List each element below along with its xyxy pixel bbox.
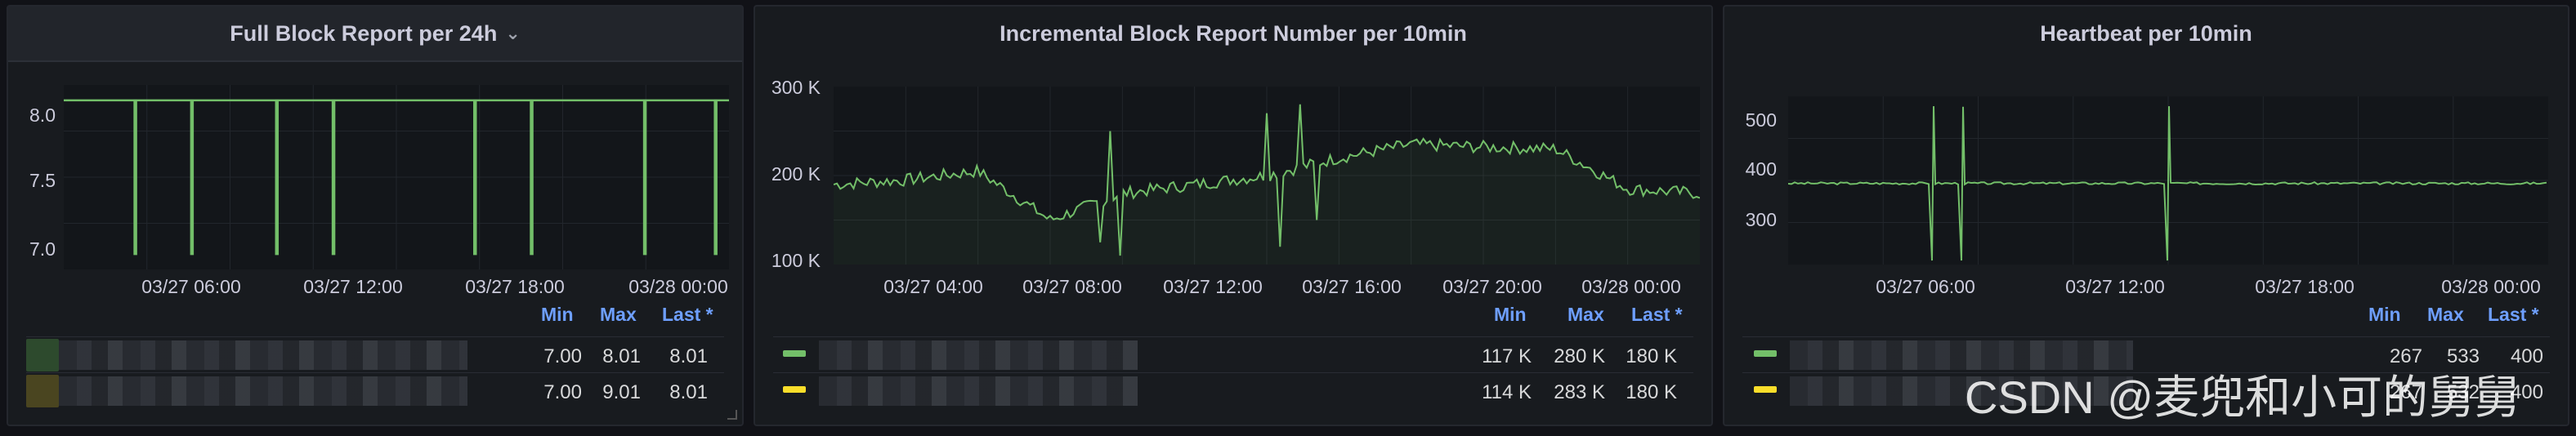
series-line <box>834 104 1700 256</box>
x-tick: 03/28 00:00 <box>2441 276 2541 297</box>
series-area <box>834 104 1700 265</box>
series-color-swatch[interactable] <box>783 386 806 393</box>
y-tick: 200 K <box>771 163 821 185</box>
legend-last: 400 <box>2510 381 2543 403</box>
x-tick: 03/27 06:00 <box>141 276 241 297</box>
panel-header[interactable]: Full Block Report per 24h ⌄ <box>8 7 742 62</box>
legend-header-last[interactable]: Last * <box>662 304 713 325</box>
y-tick: 100 K <box>771 250 821 271</box>
y-tick: 8.0 <box>29 105 56 126</box>
legend-max: 9.01 <box>602 381 641 403</box>
panel-header[interactable]: Incremental Block Report Number per 10mi… <box>755 7 1711 60</box>
series-color-swatch[interactable] <box>1754 350 1777 357</box>
chart-plot-area[interactable] <box>64 85 729 269</box>
legend-row[interactable]: 267 532 400 <box>1742 372 2550 409</box>
x-tick: 03/27 16:00 <box>1302 276 1402 297</box>
x-tick: 03/27 12:00 <box>2065 276 2165 297</box>
resize-handle-icon[interactable] <box>727 410 737 420</box>
redacted-series-name[interactable] <box>819 376 1138 406</box>
y-tick: 300 <box>1745 209 1777 230</box>
x-tick: 03/27 18:00 <box>465 276 565 297</box>
x-tick: 03/27 20:00 <box>1442 276 1542 297</box>
redacted-series-name[interactable] <box>1790 376 2133 406</box>
redacted-series-name[interactable] <box>59 340 467 370</box>
legend-max: 280 K <box>1554 345 1605 367</box>
chart-svg <box>1788 96 2548 265</box>
legend-header-min[interactable]: Min <box>1494 304 1527 325</box>
y-tick: 500 <box>1745 109 1777 131</box>
panel-incremental-block-report: Incremental Block Report Number per 10mi… <box>754 5 1713 426</box>
chart-svg <box>64 85 729 269</box>
x-tick: 03/27 06:00 <box>1876 276 1975 297</box>
panel-title[interactable]: Full Block Report per 24h <box>230 20 498 46</box>
legend-min: 114 K <box>1482 381 1532 403</box>
legend-max: 532 <box>2446 381 2480 403</box>
legend-row[interactable]: 117 K 280 K 180 K <box>773 336 1693 373</box>
x-tick: 03/27 12:00 <box>1163 276 1263 297</box>
panel-title[interactable]: Heartbeat per 10min <box>2040 20 2252 46</box>
y-tick: 7.5 <box>29 170 56 191</box>
x-tick: 03/27 18:00 <box>2255 276 2355 297</box>
chart-svg <box>834 87 1700 265</box>
redacted-series-name[interactable] <box>1790 340 2133 370</box>
legend-header-last[interactable]: Last * <box>1631 304 1683 325</box>
legend-last: 180 K <box>1626 345 1677 367</box>
chevron-down-icon[interactable]: ⌄ <box>505 23 521 43</box>
series-color-swatch[interactable] <box>26 339 59 371</box>
x-tick: 03/27 04:00 <box>883 276 983 297</box>
legend-last: 180 K <box>1626 381 1677 403</box>
legend-row[interactable]: 7.00 9.01 8.01 <box>26 372 724 409</box>
legend-min: 117 K <box>1482 345 1532 367</box>
legend-header-min[interactable]: Min <box>2368 304 2401 325</box>
legend-min: 7.00 <box>543 345 582 367</box>
panel-heartbeat: Heartbeat per 10min 500 400 300 03/27 06… <box>1723 5 2569 426</box>
legend-max: 533 <box>2446 345 2480 367</box>
redacted-series-name[interactable] <box>819 340 1138 370</box>
legend-last: 8.01 <box>669 345 708 367</box>
watermark: CSDN @麦兜和小可的舅舅 <box>1965 371 2520 423</box>
x-tick: 03/28 00:00 <box>1581 276 1681 297</box>
chart-plot-area[interactable] <box>1788 96 2548 265</box>
chart-plot-area[interactable] <box>834 87 1700 265</box>
legend-last: 8.01 <box>669 381 708 403</box>
legend-row[interactable]: 7.00 8.01 8.01 <box>26 336 724 373</box>
legend-min: 267 <box>2389 345 2422 367</box>
legend-max: 8.01 <box>602 345 641 367</box>
legend-last: 400 <box>2510 345 2543 367</box>
x-tick: 03/27 12:00 <box>303 276 403 297</box>
legend-min: 7.00 <box>543 381 582 403</box>
series-color-swatch[interactable] <box>783 350 806 357</box>
series-line <box>64 99 729 256</box>
legend-header-min[interactable]: Min <box>541 304 574 325</box>
legend-header-max[interactable]: Max <box>2427 304 2464 325</box>
legend-row[interactable]: 267 533 400 <box>1742 336 2550 373</box>
legend-header-max[interactable]: Max <box>600 304 637 325</box>
series-color-swatch[interactable] <box>26 375 59 407</box>
legend-header-last[interactable]: Last * <box>2488 304 2539 325</box>
series-line <box>1788 106 2547 261</box>
legend-min: 267 <box>2389 381 2422 403</box>
redacted-series-name[interactable] <box>59 376 467 406</box>
series-color-swatch[interactable] <box>1754 386 1777 393</box>
panel-title[interactable]: Incremental Block Report Number per 10mi… <box>1000 20 1467 46</box>
y-tick: 7.0 <box>29 238 56 260</box>
x-tick: 03/28 00:00 <box>628 276 728 297</box>
y-tick: 300 K <box>771 77 821 98</box>
legend-max: 283 K <box>1554 381 1605 403</box>
legend-row[interactable]: 114 K 283 K 180 K <box>773 372 1693 409</box>
y-tick: 400 <box>1745 158 1777 180</box>
panel-header[interactable]: Heartbeat per 10min <box>1724 7 2568 60</box>
panel-full-block-report: Full Block Report per 24h ⌄ 8.0 7.5 7.0 … <box>7 5 744 426</box>
x-tick: 03/27 08:00 <box>1022 276 1122 297</box>
legend-header-max[interactable]: Max <box>1568 304 1604 325</box>
